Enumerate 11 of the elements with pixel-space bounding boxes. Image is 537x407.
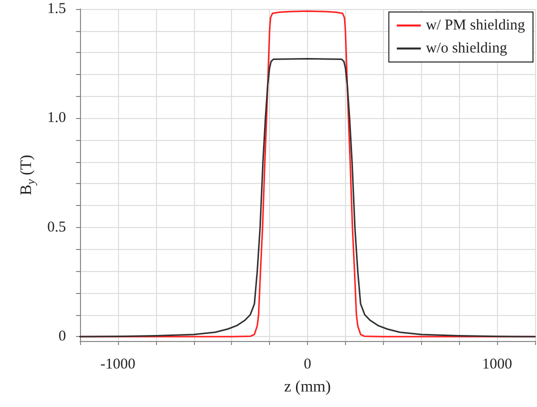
x-axis-title: z (mm)	[284, 378, 331, 396]
y-tick-label: 1.0	[47, 110, 66, 126]
x-tick-label: 0	[304, 356, 312, 372]
legend-label: w/o shielding	[426, 40, 508, 56]
y-axis-title: By (T)	[18, 154, 38, 196]
y-tick-label: 0.5	[47, 219, 66, 236]
y-tick-label: 0	[58, 328, 66, 345]
x-tick-label: -1000	[100, 356, 136, 372]
y-tick-label: 1.5	[47, 1, 66, 17]
x-tick-label: 1000	[482, 356, 512, 372]
legend-label: w/ PM shielding	[426, 18, 526, 34]
